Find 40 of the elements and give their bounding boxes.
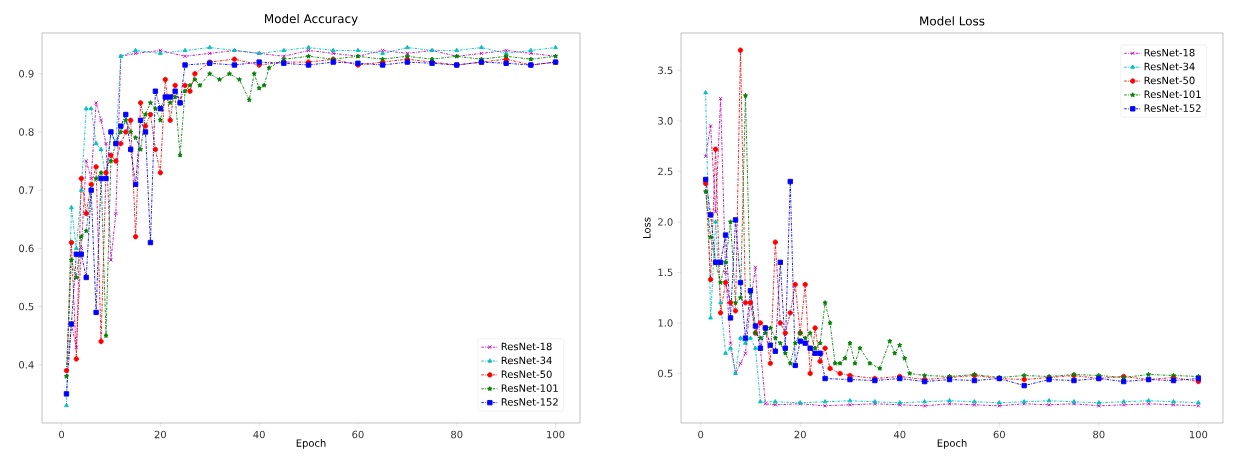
x-tick-label: 40 [253,430,265,439]
y-tick-label: 1.0 [658,319,673,327]
legend-label: ResNet-34 [1144,62,1195,71]
y-tick-label: 3.0 [658,117,673,125]
legend-label: ResNet-101 [501,384,558,392]
y-tick-label: 0.7 [19,186,34,194]
y-tick-label: 0.6 [19,244,34,253]
x-axis-title: Epoch [296,439,326,449]
y-tick-label: 1.5 [658,268,673,277]
y-tick-label: 0.9 [19,69,34,78]
x-tick-label: 80 [1093,430,1105,439]
legend-label: ResNet-50 [1144,76,1195,85]
legend-label: ResNet-101 [1144,90,1201,99]
x-tick-label: 20 [794,430,806,439]
y-tick-label: 2.0 [658,218,673,226]
legend-label: ResNet-18 [501,342,552,351]
legend-label: ResNet-152 [501,398,558,406]
y-tick-label: 0.4 [19,361,34,369]
x-tick-label: 40 [893,430,906,439]
x-tick-label: 80 [451,430,463,439]
x-tick-label: 20 [154,430,167,439]
y-tick-label: 0.5 [19,302,34,311]
chart-title: Model Loss [920,16,985,26]
legend-label: ResNet-18 [1144,48,1195,57]
legend-label: ResNet-34 [501,356,552,365]
x-axis-title: Epoch [937,439,967,449]
x-tick-label: 0 [698,430,704,439]
x-tick-label: 60 [993,430,1005,439]
legend-label: ResNet-152 [1144,104,1201,112]
y-tick-label: 0.8 [19,128,34,136]
y-axis-title: Loss [643,217,651,238]
chart-title: Model Accuracy [265,13,358,26]
x-tick-label: 100 [1189,430,1208,439]
x-tick-label: 0 [59,430,65,439]
x-tick-label: 100 [547,430,565,439]
y-tick-label: 0.5 [658,369,673,378]
x-tick-label: 60 [352,430,364,439]
legend-label: ResNet-50 [501,370,552,378]
y-tick-label: 2.5 [658,167,673,176]
y-tick-label: 3.5 [658,66,673,75]
